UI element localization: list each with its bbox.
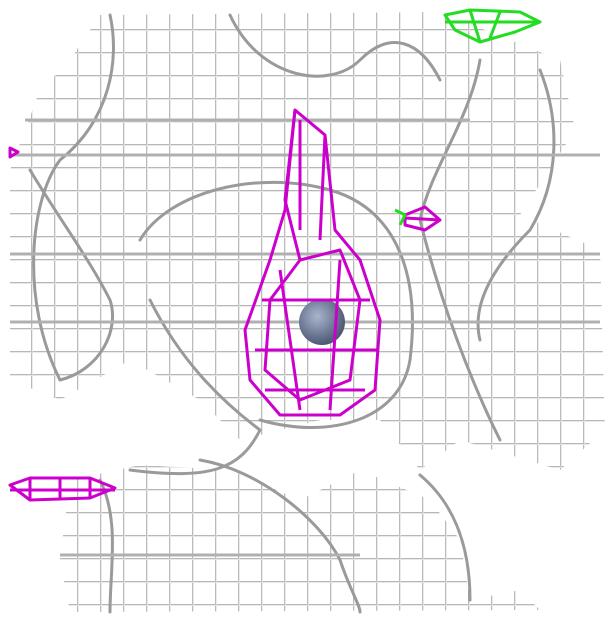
mesh-long-rods bbox=[10, 118, 600, 557]
contour bbox=[28, 168, 115, 382]
gray-mesh bbox=[10, 12, 605, 614]
blob-edge bbox=[8, 146, 20, 159]
green-cage bbox=[394, 8, 542, 226]
green-fragment bbox=[394, 208, 407, 226]
contour bbox=[198, 458, 362, 614]
cage-outline bbox=[243, 108, 382, 417]
contour bbox=[128, 298, 262, 476]
blob-left bbox=[8, 476, 117, 502]
blob-right bbox=[403, 205, 442, 232]
contour bbox=[32, 13, 115, 382]
contour bbox=[98, 478, 114, 614]
mesh-lower bbox=[60, 465, 540, 612]
magenta-cage bbox=[243, 108, 382, 417]
contour bbox=[418, 473, 472, 602]
magenta-blobs bbox=[8, 146, 442, 502]
atom-sphere bbox=[299, 299, 345, 345]
mesh-upper bbox=[10, 12, 605, 470]
contour bbox=[476, 68, 556, 342]
green-outline bbox=[443, 8, 542, 44]
contour bbox=[228, 13, 442, 82]
cage-rungs bbox=[255, 120, 378, 411]
